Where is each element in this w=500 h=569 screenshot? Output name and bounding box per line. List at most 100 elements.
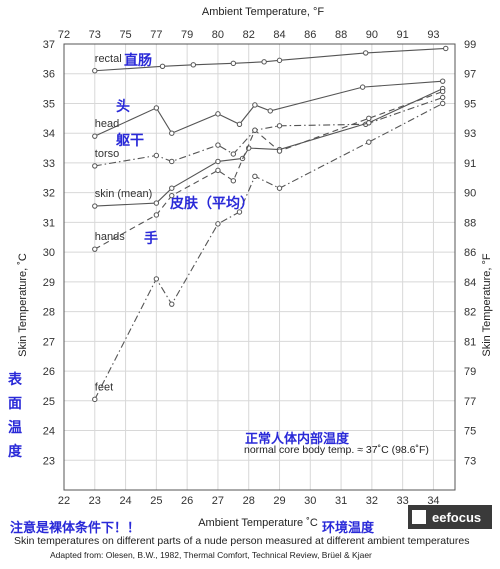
data-point-head <box>215 111 221 117</box>
x-tick-label-f: 79 <box>181 29 193 41</box>
data-point-skin-mean <box>153 200 160 206</box>
y-axis-left-ticks: 23 24 25 26 27 28 29 30 31 32 33 34 35 36 37 <box>43 39 55 467</box>
series-label-feet: feet <box>95 381 113 393</box>
y-tick-label-c: 23 <box>43 455 55 467</box>
x-tick-label-c: 31 <box>335 495 347 507</box>
data-point-hands <box>276 148 283 154</box>
y-tick-label-c: 30 <box>43 247 55 259</box>
x-tick-label-c: 27 <box>212 495 224 507</box>
y-tick-label-f: 95 <box>464 98 476 110</box>
data-point-hands <box>252 127 258 133</box>
y-tick-label-f: 77 <box>464 396 476 408</box>
data-point-feet <box>92 396 98 403</box>
y-tick-label-c: 24 <box>43 426 55 438</box>
data-point-rectal <box>159 63 166 70</box>
series-line-feet <box>94 102 443 400</box>
data-point-feet <box>215 221 221 227</box>
annotation-torso-cn: 躯干 <box>116 133 144 149</box>
y-tick-label-f: 93 <box>464 128 476 140</box>
data-point-hands <box>153 212 160 218</box>
data-point-torso <box>215 142 221 148</box>
y-tick-label-c: 25 <box>43 396 55 408</box>
y-tick-label-f: 82 <box>464 307 476 319</box>
y-tick-label-f: 81 <box>464 336 476 348</box>
annotation-ambient-cn: 环境温度 <box>322 521 375 536</box>
data-point-rectal <box>261 59 267 65</box>
y-axis-right-label: Skin Temperature, °F <box>481 253 493 357</box>
y-tick-label-f: 88 <box>464 217 476 229</box>
data-point-rectal <box>276 57 283 64</box>
data-point-feet <box>276 185 283 191</box>
bottom-axis-title: Ambient Temperature ˚C <box>198 517 318 529</box>
data-point-torso <box>230 151 237 157</box>
y-tick-label-f: 99 <box>464 39 476 51</box>
annotation-hands-cn: 手 <box>144 231 158 247</box>
series-hands: hands <box>92 88 446 252</box>
data-point-hands <box>215 167 221 174</box>
y-tick-label-c: 31 <box>43 217 55 229</box>
x-tick-label-f: 88 <box>335 29 347 41</box>
data-point-head <box>236 121 243 127</box>
plot-frame <box>63 43 456 491</box>
data-point-torso <box>276 123 283 129</box>
data-point-hands <box>439 88 446 95</box>
data-point-feet <box>439 100 446 107</box>
series-line-rectal <box>94 47 446 72</box>
x-tick-label-c: 29 <box>273 495 285 507</box>
x-tick-label-f: 93 <box>427 29 439 41</box>
y-tick-label-f: 97 <box>464 69 476 81</box>
watermark-square-icon <box>412 510 426 524</box>
x-tick-label-c: 22 <box>58 495 70 507</box>
y-tick-label-c: 32 <box>43 188 55 200</box>
data-point-head <box>439 78 446 84</box>
data-point-head <box>153 105 160 111</box>
data-point-skin-mean <box>215 158 221 165</box>
x-tick-label-c: 24 <box>119 495 131 507</box>
y-tick-label-c: 27 <box>43 336 55 348</box>
core-temp-note: normal core body temp. ≈ 37˚C (98.6˚F) <box>244 444 429 456</box>
y-tick-label-c: 36 <box>43 69 55 81</box>
y-tick-label-f: 90 <box>464 188 476 200</box>
series-layer: rectal head torso skin (mean) hands feet <box>92 45 449 403</box>
data-point-hands <box>230 178 237 184</box>
data-point-feet <box>236 209 243 215</box>
y-tick-label-f: 86 <box>464 247 476 259</box>
top-axis-title: Ambient Temperature, °F <box>202 6 324 18</box>
data-point-hands <box>92 246 98 252</box>
annotation-left-axis-cn: 表面温度 <box>8 372 22 460</box>
series-head: head <box>92 78 446 139</box>
data-point-head <box>267 108 273 114</box>
data-point-rectal <box>92 68 98 74</box>
y-tick-label-c: 33 <box>43 158 55 170</box>
data-point-skin-mean <box>92 203 98 209</box>
data-point-feet <box>153 276 160 282</box>
series-skin-mean: skin (mean) <box>92 85 446 209</box>
y-tick-label-c: 35 <box>43 98 55 110</box>
series-label-skin-mean: skin (mean) <box>95 188 152 200</box>
x-tick-label-f: 82 <box>243 29 255 41</box>
y-tick-label-f: 75 <box>464 426 476 438</box>
annotation-warning-cn: 注意是裸体条件下！！ <box>10 521 141 536</box>
y-axis-left-label: Skin Temperature, ˚C <box>17 253 29 357</box>
watermark-logo: eefocus <box>408 505 492 529</box>
x-tick-label-c: 26 <box>181 495 193 507</box>
data-point-rectal <box>363 50 369 56</box>
watermark-text: eefocus <box>432 509 482 525</box>
data-point-rectal <box>443 45 449 52</box>
series-label-torso: torso <box>95 148 119 160</box>
data-point-head <box>252 102 258 108</box>
data-point-feet <box>366 139 372 145</box>
x-tick-label-c: 28 <box>243 495 255 507</box>
y-tick-label-f: 73 <box>464 455 476 467</box>
x-tick-label-f: 75 <box>119 29 131 41</box>
y-tick-label-c: 34 <box>43 128 55 140</box>
x-tick-label-f: 91 <box>397 29 409 41</box>
series-torso: torso <box>92 94 446 169</box>
x-tick-label-c: 33 <box>397 495 409 507</box>
x-tick-label-c: 23 <box>89 495 101 507</box>
x-tick-label-f: 80 <box>212 29 224 41</box>
x-tick-label-c: 30 <box>304 495 316 507</box>
x-tick-label-f: 84 <box>273 29 285 41</box>
data-point-torso <box>153 152 160 159</box>
data-point-head <box>359 84 366 90</box>
